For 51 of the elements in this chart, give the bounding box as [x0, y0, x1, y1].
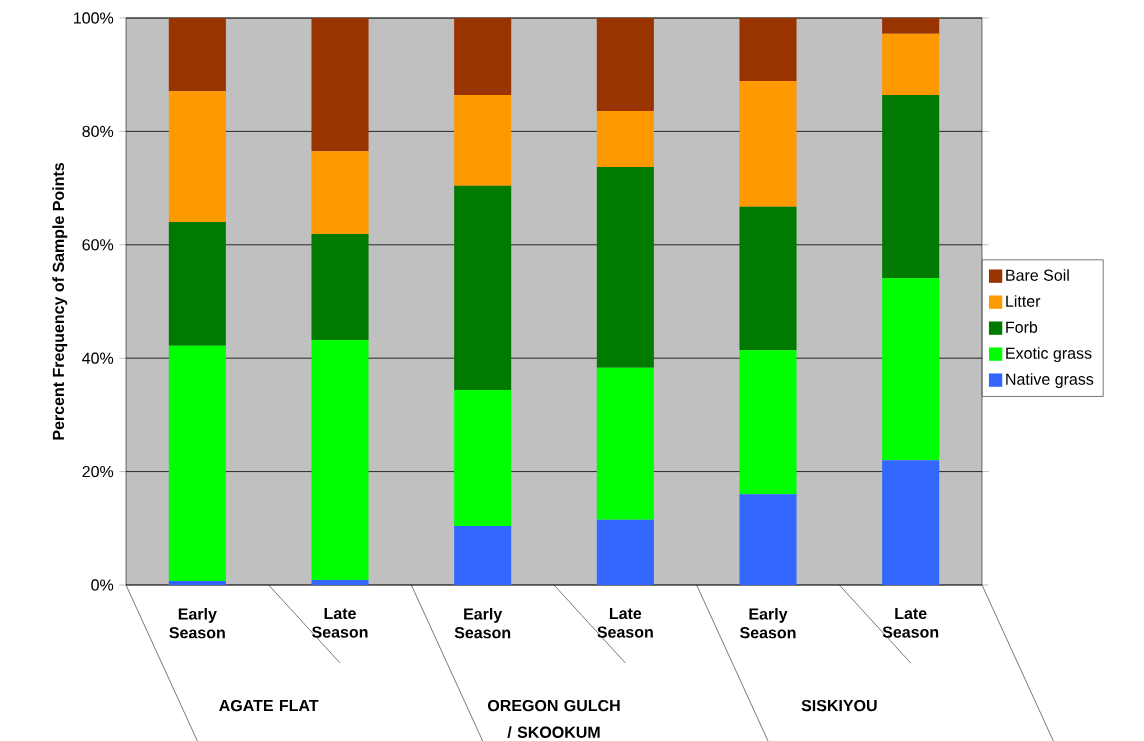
x-tick-label: Late Season: [597, 607, 653, 638]
bar: [311, 234, 369, 341]
bar: [168, 17, 226, 92]
bar: [168, 91, 226, 223]
text: SISKIYOU: [801, 699, 877, 712]
legend-label: Exotic grass: [1006, 347, 1092, 363]
y-tick-label: 0%: [91, 579, 114, 591]
bar: [596, 367, 654, 520]
bar: [739, 350, 797, 495]
bar: [882, 460, 940, 585]
bar: [311, 579, 369, 585]
bar: [311, 340, 369, 580]
bar: [739, 17, 797, 81]
legend-label: Forb: [1006, 321, 1038, 333]
bar: [454, 526, 512, 585]
legend-label: Bare Soil: [1006, 269, 1069, 281]
bar: [454, 17, 512, 96]
bar: [739, 206, 797, 351]
bar: [454, 95, 512, 186]
bar: [882, 33, 940, 96]
bar: [596, 519, 654, 585]
bar: [596, 167, 654, 368]
legend-label: Native grass: [1006, 373, 1094, 389]
x-tick-label: Late Season: [882, 607, 939, 638]
bar: [596, 17, 654, 111]
bar: [168, 581, 226, 585]
text: OREGON GULCH / SKOOKUM: [487, 699, 620, 739]
y-tick-label: 100%: [74, 12, 114, 24]
bar: [882, 95, 940, 279]
bar: [311, 151, 369, 235]
y-tick-label: 40%: [82, 352, 114, 364]
y-tick-label: 60%: [82, 239, 114, 251]
x-tick-label: Early Season: [169, 607, 225, 639]
y-tick-label: 20%: [82, 465, 114, 478]
legend-label: Litter: [1006, 295, 1041, 307]
x-tick-label: Early Season: [740, 607, 796, 639]
text: AGATE FLAT: [219, 699, 319, 712]
y-tick-label: 80%: [82, 125, 114, 138]
bar: [168, 345, 226, 582]
bar: [454, 389, 512, 527]
bar: [739, 80, 797, 207]
bar: [882, 17, 940, 34]
bar: [311, 17, 369, 152]
bar: [168, 222, 226, 346]
x-tick-label: Early Season: [454, 607, 511, 639]
y-axis-title: Percent Frequency of Sample Points: [52, 163, 68, 440]
bar: [596, 110, 654, 168]
x-tick-label: Late Season: [312, 607, 368, 638]
bar: [882, 278, 940, 461]
bar: [454, 185, 512, 390]
bar: [739, 494, 797, 585]
